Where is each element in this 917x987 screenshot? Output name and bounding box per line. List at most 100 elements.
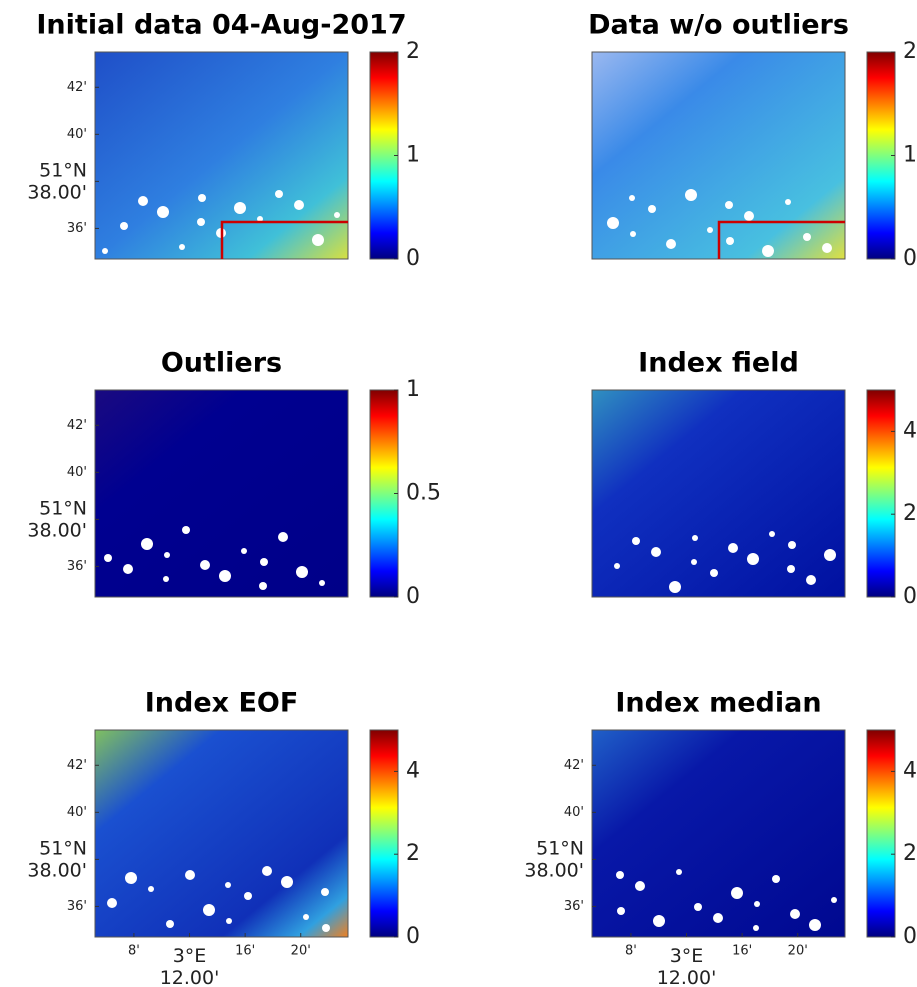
tick-label: 36' (67, 221, 87, 236)
colorbar-tick-label: 2 (406, 841, 420, 866)
cloud (104, 554, 112, 562)
cloud (632, 537, 640, 545)
map-image (591, 729, 846, 938)
cloud (651, 547, 661, 557)
cloud (244, 892, 252, 900)
cloud (822, 243, 832, 253)
cloud (694, 903, 702, 911)
cloud (296, 566, 308, 578)
cloud (166, 920, 174, 928)
cloud (141, 538, 153, 550)
tick-label: 3°E 12.00' (657, 945, 717, 987)
cloud (102, 248, 108, 254)
cloud (182, 526, 190, 534)
cloud (312, 234, 324, 246)
cloud (257, 216, 263, 222)
cloud (648, 205, 656, 213)
tick-label-line: 3°E (670, 945, 704, 967)
tick-label-line: 51°N (536, 837, 584, 859)
cloud (607, 217, 619, 229)
cloud (259, 582, 267, 590)
cloud (321, 888, 329, 896)
cloud (713, 913, 723, 923)
tick-label: 42' (564, 758, 584, 773)
cloud (164, 552, 170, 558)
cloud (226, 918, 232, 924)
cloud (200, 560, 210, 570)
cloud (806, 575, 816, 585)
colorbar-tick-label: 0 (903, 584, 917, 609)
colorbar-tick-label: 0.5 (406, 481, 441, 506)
cloud (728, 543, 738, 553)
tick-label: 36' (67, 559, 87, 574)
tick-label-line: 51°N (39, 837, 87, 859)
cloud (123, 564, 133, 574)
tick-label-line: 38.00' (27, 181, 87, 203)
panel-title: Initial data 04-Aug-2017 (36, 10, 406, 41)
cloud (790, 909, 800, 919)
tick-label: 8' (625, 944, 637, 959)
cloud (179, 244, 185, 250)
cloud (120, 222, 128, 230)
tick-label: 42' (67, 80, 87, 95)
cloud (234, 202, 246, 214)
tick-label: 42' (67, 758, 87, 773)
colorbar-tick-label: 0 (903, 246, 917, 271)
tick-label-line: 51°N (39, 159, 87, 181)
colorbar-tick-label: 0 (406, 246, 420, 271)
cloud (754, 901, 760, 907)
tick-label: 51°N 38.00' (27, 159, 87, 203)
cloud (225, 882, 231, 888)
tick-label: 36' (564, 899, 584, 914)
colorbar-tick-label: 1 (903, 143, 917, 168)
cloud (629, 195, 635, 201)
cloud (614, 563, 620, 569)
colorbar (369, 729, 399, 938)
tick-label: 40' (67, 465, 87, 480)
tick-label-line: 38.00' (27, 519, 87, 541)
tick-label: 42' (67, 418, 87, 433)
cloud (319, 580, 325, 586)
panel-title: Data w/o outliers (588, 10, 849, 41)
cloud (676, 869, 682, 875)
cloud (185, 870, 195, 880)
cloud (803, 233, 811, 241)
colorbar (866, 51, 896, 260)
cloud (666, 239, 676, 249)
colorbar-tick-label: 0 (406, 924, 420, 949)
cloud (685, 189, 697, 201)
cloud (303, 914, 309, 920)
colorbar-tick-label: 4 (406, 758, 420, 783)
cloud (809, 919, 821, 931)
cloud (635, 881, 645, 891)
cloud (275, 190, 283, 198)
cloud (219, 570, 231, 582)
panel-title: Index field (638, 348, 799, 379)
colorbar-tick-label: 4 (903, 418, 917, 443)
tick-label-line: 3°E (173, 945, 207, 967)
map-image (94, 729, 349, 938)
cloud (281, 876, 293, 888)
subregion-box (717, 220, 845, 259)
tick-label: 40' (564, 805, 584, 820)
colorbar-tick-label: 2 (903, 841, 917, 866)
colorbar-tick-label: 2 (406, 39, 420, 64)
cloud (726, 237, 734, 245)
panel-title: Index median (615, 688, 821, 719)
tick-label: 36' (67, 899, 87, 914)
colorbar (369, 389, 399, 598)
tick-label: 20' (291, 944, 311, 959)
tick-label-line: 38.00' (524, 859, 584, 881)
colorbar (369, 51, 399, 260)
cloud (125, 872, 137, 884)
colorbar-tick-label: 0 (406, 584, 420, 609)
cloud (831, 897, 837, 903)
cloud (334, 212, 340, 218)
colorbar (866, 389, 896, 598)
cloud (278, 532, 288, 542)
subregion-box (220, 220, 348, 259)
cloud (788, 541, 796, 549)
tick-label-line: 51°N (39, 497, 87, 519)
cloud (710, 569, 718, 577)
cloud (707, 227, 713, 233)
